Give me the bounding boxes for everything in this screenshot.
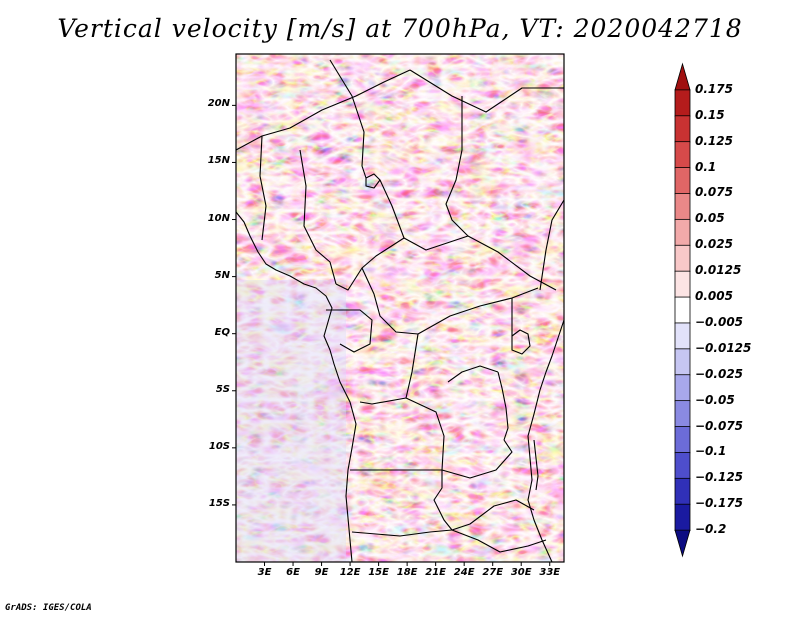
lon-tick-label: 15E [368,567,389,578]
colorbar-segment [674,477,691,506]
border-r [539,199,564,291]
lon-tick-label: 12E [339,567,361,578]
colorbar-label: 0.005 [695,289,733,304]
lake-victoria [511,329,531,355]
west-african-coastline [236,211,357,562]
colorbar-segment [674,400,691,428]
colorbar-segment [674,452,691,480]
colorbar-segment [674,62,691,91]
colorbar-label: 0.1 [695,159,717,174]
colorbar-label: 0.05 [695,211,725,226]
colorbar-label: 0.025 [695,237,733,252]
lat-tick-label: 15N [207,155,230,167]
border-m [350,469,453,531]
colorbar-segment [674,296,691,324]
map-title: Vertical velocity [m/s] at 700hPa, VT: 2… [57,14,743,43]
coastlines-and-borders [236,59,564,562]
lon-tick-label: 9E [314,567,329,578]
border-j [326,309,373,353]
colorbar-label: −0.075 [695,418,744,433]
colorbar-segment [674,244,691,273]
colorbar-label: −0.1 [695,444,727,459]
colorbar-label: −0.175 [695,496,744,511]
colorbar-segment [674,193,691,221]
lat-tick-label: 15S [208,497,230,509]
lat-tick-label: EQ [214,326,230,338]
colorbar-label: 0.125 [695,133,733,148]
colorbar-segment [674,503,691,532]
border-n [351,499,535,537]
border-g [379,179,557,291]
velocity-strong-south [340,470,560,562]
colorbar-label: 0.15 [695,107,725,122]
lon-tick-label: 6E [286,567,300,578]
colorbar-segment [674,270,691,298]
colorbar-label: 0.175 [695,81,733,96]
colorbar-label: −0.0125 [695,340,752,355]
border-b [409,69,564,113]
colorbar-label: −0.025 [695,366,744,381]
colorbar-segment [674,115,691,143]
colorbar-segment [674,89,691,117]
border-p [447,365,499,383]
colorbar-label: 0.0125 [695,263,742,278]
colorbar-label: 0.075 [695,185,733,200]
colorbar-label: −0.05 [695,392,735,407]
lon-tick-label: 27E [482,567,504,578]
border-c [445,96,469,237]
colorbar-segment [674,218,691,247]
lon-tick-label: 24E [453,567,475,578]
colorbar-segment [674,348,691,376]
border-l [405,397,513,479]
velocity-strong-north [236,54,564,254]
east-african-coastline [527,319,564,562]
border-e [259,135,267,241]
velocity-field [236,54,564,562]
lon-tick-label: 21E [425,567,447,578]
border-d [329,59,367,179]
lake-malawi [533,439,539,491]
lake-chad [365,173,381,189]
grads-credit: GrADS: IGES/COLA [5,603,92,613]
lat-tick-label: 20N [207,98,230,110]
colorbar-segment [674,322,691,350]
ocean-wash [236,280,346,562]
colorbar-segment [674,167,691,195]
colorbar-label: −0.2 [695,522,727,537]
colorbar [674,62,691,558]
colorbar-segment [674,141,691,169]
lat-tick-label: 10N [207,212,230,224]
lon-tick-label: 33E [539,567,561,578]
lat-tick-label: 5S [215,383,230,395]
border-f [299,149,337,285]
border-o [451,529,547,553]
colorbar-segment [674,374,691,402]
lake-tanganyika [497,371,509,441]
lon-tick-label: 30E [510,567,532,578]
lon-ticks [264,562,551,566]
colorbar-segment [674,529,691,558]
colorbar-label: −0.005 [695,314,744,329]
colorbar-segment [674,426,691,454]
colorbar-label: −0.125 [695,470,744,485]
lat-tick-label: 10S [208,440,230,452]
lat-tick-label: 5N [214,269,230,281]
lon-tick-label: 18E [396,567,418,578]
lat-ticks [232,104,236,506]
map-frame [235,53,565,563]
lon-tick-label: 3E [257,567,272,578]
